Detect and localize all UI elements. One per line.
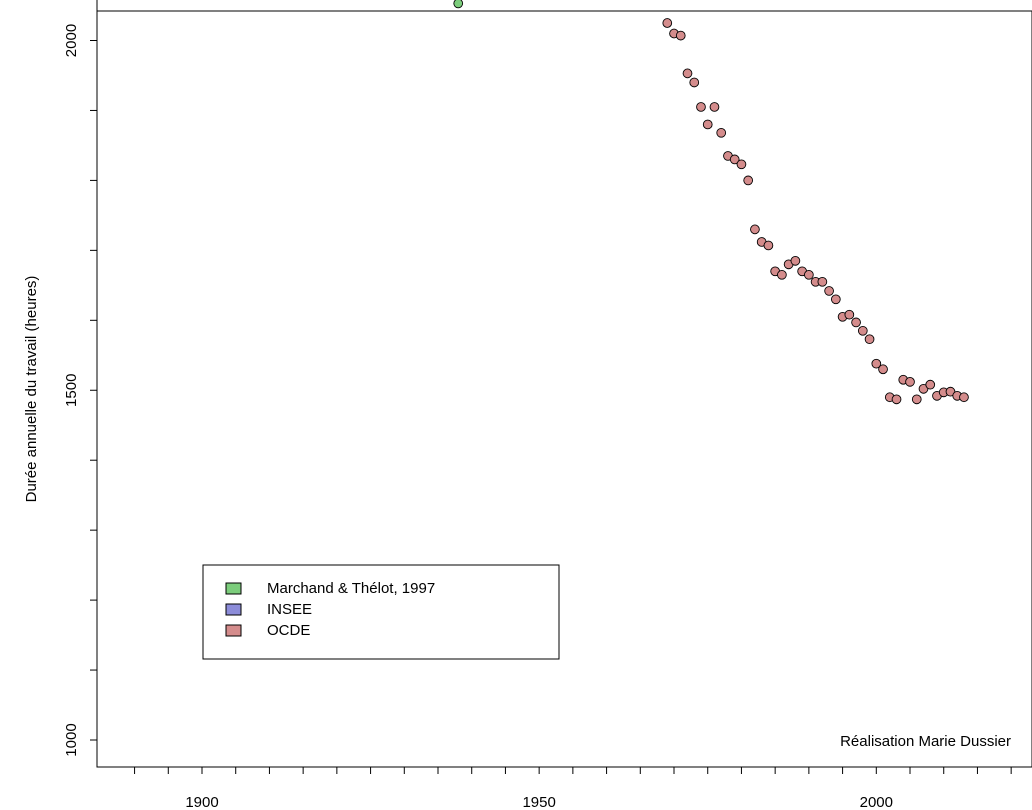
x-tick-label: 1900 (185, 794, 218, 810)
data-point (736, 159, 747, 170)
legend-label: INSEE (267, 601, 312, 618)
data-point (911, 394, 922, 405)
data-point (857, 325, 868, 336)
data-point (702, 119, 713, 130)
y-axis-title: Durée annuelle du travail (heures) (23, 276, 40, 503)
data-point (959, 392, 969, 403)
data-point (864, 334, 875, 345)
x-tick-label: 2000 (860, 794, 893, 810)
credit-annotation: Réalisation Marie Dussier (840, 733, 1011, 750)
y-tick-label: 1000 (63, 723, 80, 756)
data-point (891, 394, 902, 405)
data-point (777, 269, 787, 280)
data-point (851, 317, 861, 328)
legend-label: Marchand & Thélot, 1997 (267, 580, 435, 597)
data-point (662, 18, 673, 28)
legend: Marchand & Thélot, 1997 INSEE OCDE (202, 564, 560, 660)
data-point (878, 364, 888, 375)
data-point (729, 154, 740, 165)
y-tick-label: 2000 (63, 24, 80, 57)
data-point (716, 127, 727, 138)
x-axis: 1900 1950 2000 (134, 766, 1012, 810)
y-axis: 10001500200025003000 (63, 0, 98, 757)
legend-swatch (225, 624, 242, 637)
data-point (689, 77, 700, 88)
series (662, 18, 969, 405)
data-point (804, 269, 814, 280)
legend-swatch (225, 603, 242, 616)
data-point (709, 102, 720, 112)
data-point (905, 377, 915, 387)
y-tick-label: 1500 (63, 374, 80, 407)
data-point (790, 255, 801, 266)
data-point (453, 0, 464, 9)
series (453, 0, 464, 9)
data-point (750, 224, 760, 235)
data-point (682, 68, 693, 79)
data-points (453, 0, 969, 405)
data-point (675, 30, 686, 41)
data-point (763, 240, 774, 251)
x-tick-label: 1950 (522, 794, 555, 810)
legend-label: OCDE (267, 622, 310, 639)
data-point (871, 358, 882, 369)
data-point (830, 294, 841, 305)
data-point (696, 102, 706, 112)
legend-box (202, 564, 560, 660)
data-point (824, 286, 834, 296)
data-point (925, 379, 936, 390)
legend-swatch (225, 582, 242, 595)
data-point (844, 309, 855, 320)
data-point (743, 175, 754, 186)
data-point (817, 276, 828, 287)
